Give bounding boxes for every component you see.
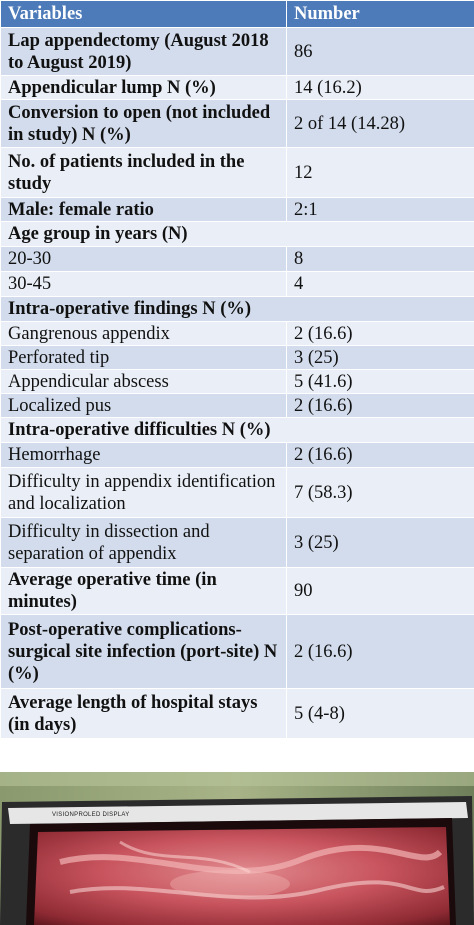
row-variable-cell: Hemorrhage: [0, 442, 287, 468]
table-row: Average operative time (in minutes) 90: [0, 567, 474, 615]
row-value-cell: 2 (16.6): [286, 321, 474, 346]
table-row: Male: female ratio 2:1: [0, 197, 474, 222]
row-value-cell: 8: [286, 246, 474, 272]
results-table-container: Variables Number Lap appendectomy (Augus…: [0, 0, 474, 739]
row-value-cell: 2 of 14 (14.28): [286, 99, 474, 148]
row-variable-cell: 20-30: [0, 246, 287, 272]
table-row: No. of patients included in the study 12: [0, 147, 474, 198]
table-row: Gangrenous appendix 2 (16.6): [0, 321, 474, 346]
header-variables: Variables: [0, 0, 287, 28]
table-row: 20-30 8: [0, 246, 474, 272]
table-row: Post-operative complications-surgical si…: [0, 614, 474, 689]
row-value-cell: 2 (16.6): [286, 442, 474, 468]
table-row: Conversion to open (not included in stud…: [0, 99, 474, 148]
table-body: Lap appendectomy (August 2018 to August …: [0, 27, 474, 739]
row-variable-cell: Gangrenous appendix: [0, 321, 287, 346]
row-value-cell: 7 (58.3): [286, 467, 474, 518]
row-variable-cell: Intra-operative difficulties N (%): [0, 417, 474, 443]
row-variable-cell: Localized pus: [0, 393, 287, 418]
row-variable-cell: Male: female ratio: [0, 197, 287, 222]
table-row: Localized pus 2 (16.6): [0, 393, 474, 418]
row-value-cell: 3 (25): [286, 345, 474, 370]
row-variable-cell: Conversion to open (not included in stud…: [0, 99, 287, 148]
row-variable-cell: Age group in years (N): [0, 221, 474, 247]
row-value-cell: 86: [286, 27, 474, 76]
row-variable-cell: Lap appendectomy (August 2018 to August …: [0, 27, 287, 76]
row-value-cell: 90: [286, 567, 474, 615]
row-variable-cell: Intra-operative findings N (%): [0, 296, 474, 322]
results-table: Variables Number Lap appendectomy (Augus…: [0, 0, 474, 739]
table-header-row: Variables Number: [0, 0, 474, 28]
table-row: Difficulty in appendix identification an…: [0, 467, 474, 518]
row-variable-cell: Average length of hospital stays (in day…: [0, 688, 287, 739]
table-row: Age group in years (N): [0, 221, 474, 247]
table-row: Appendicular abscess 5 (41.6): [0, 369, 474, 394]
row-value-cell: 4: [286, 271, 474, 297]
row-value-cell: 5 (41.6): [286, 369, 474, 394]
row-variable-cell: Average operative time (in minutes): [0, 567, 287, 615]
row-value-cell: 2:1: [286, 197, 474, 222]
table-row: Perforated tip 3 (25): [0, 345, 474, 370]
row-value-cell: 3 (25): [286, 517, 474, 568]
laparoscopy-monitor-photo: VISIONPRO LED DISPLAY: [0, 772, 474, 925]
table-row: Lap appendectomy (August 2018 to August …: [0, 27, 474, 76]
header-number: Number: [286, 0, 474, 28]
table-row: Average length of hospital stays (in day…: [0, 688, 474, 739]
row-value-cell: 5 (4-8): [286, 688, 474, 739]
row-variable-cell: 30-45: [0, 271, 287, 297]
row-variable-cell: Difficulty in appendix identification an…: [0, 467, 287, 518]
row-variable-cell: Appendicular abscess: [0, 369, 287, 394]
table-row: Difficulty in dissection and separation …: [0, 517, 474, 568]
row-variable-cell: Difficulty in dissection and separation …: [0, 517, 287, 568]
row-value-cell: 12: [286, 147, 474, 198]
monitor-brand-label: VISIONPRO: [52, 812, 88, 818]
row-variable-cell: Perforated tip: [0, 345, 287, 370]
row-value-cell: 2 (16.6): [286, 393, 474, 418]
row-variable-cell: Post-operative complications-surgical si…: [0, 614, 287, 689]
table-row: Intra-operative findings N (%): [0, 296, 474, 322]
row-value-cell: 2 (16.6): [286, 614, 474, 689]
table-row: Intra-operative difficulties N (%): [0, 417, 474, 443]
row-variable-cell: Appendicular lump N (%): [0, 75, 287, 100]
row-variable-cell: No. of patients included in the study: [0, 147, 287, 198]
table-row: Appendicular lump N (%) 14 (16.2): [0, 75, 474, 100]
row-value-cell: 14 (16.2): [286, 75, 474, 100]
table-row: 30-45 4: [0, 271, 474, 297]
monitor-photo-illustration: VISIONPRO LED DISPLAY: [0, 772, 474, 925]
table-row: Hemorrhage 2 (16.6): [0, 442, 474, 468]
monitor-model-label: LED DISPLAY: [88, 812, 130, 818]
